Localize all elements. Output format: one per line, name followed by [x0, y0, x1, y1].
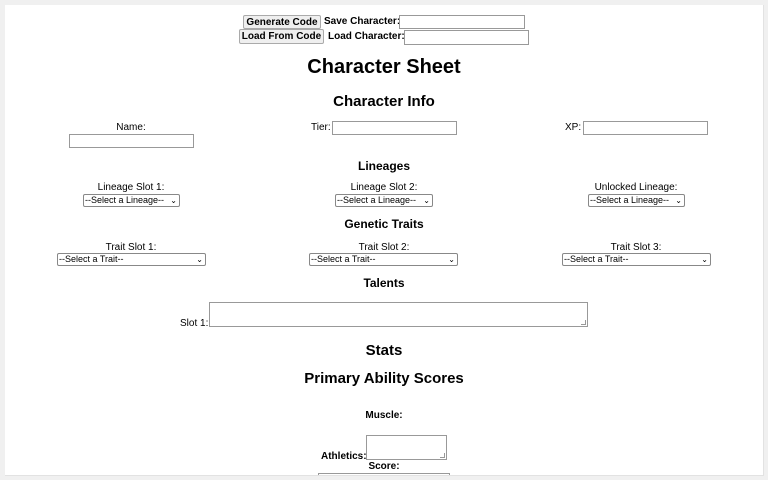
chevron-down-icon: ⌄ [170, 196, 177, 205]
athletics-label: Athletics: [321, 451, 367, 462]
stats-heading: Stats [365, 342, 403, 359]
xp-label: XP: [565, 122, 582, 133]
page-title: Character Sheet [307, 56, 461, 78]
trait-slot-2-select[interactable]: --Select a Trait-- ⌄ [309, 253, 458, 266]
name-label: Name: [116, 122, 146, 133]
lineage-slot-2-label: Lineage Slot 2: [350, 182, 418, 193]
load-from-code-button[interactable]: Load From Code [239, 29, 324, 44]
trait-slot-2-label: Trait Slot 2: [358, 242, 410, 253]
trait-slot-1-value: --Select a Trait-- [59, 254, 124, 264]
unlocked-lineage-select[interactable]: --Select a Lineage-- ⌄ [588, 194, 685, 207]
chevron-down-icon: ⌄ [448, 255, 455, 264]
unlocked-lineage-value: --Select a Lineage-- [590, 195, 670, 205]
talent-slot-1-label: Slot 1: [180, 318, 209, 329]
load-character-input[interactable] [404, 30, 529, 45]
trait-slot-1-label: Trait Slot 1: [105, 242, 157, 253]
muscle-label: Muscle: [365, 410, 403, 421]
unlocked-lineage-label: Unlocked Lineage: [594, 182, 678, 193]
name-input[interactable] [69, 134, 194, 148]
chevron-down-icon: ⌄ [196, 255, 203, 264]
character-info-heading: Character Info [333, 93, 435, 110]
save-character-label: Save Character: [324, 16, 401, 27]
genetic-traits-heading: Genetic Traits [344, 217, 424, 231]
primary-ability-scores-heading: Primary Ability Scores [304, 370, 464, 387]
talents-heading: Talents [363, 276, 405, 290]
chevron-down-icon: ⌄ [701, 255, 708, 264]
athletics-textarea[interactable] [366, 435, 447, 460]
score-label: Score: [368, 461, 400, 472]
trait-slot-3-select[interactable]: --Select a Trait-- ⌄ [562, 253, 711, 266]
generate-code-button[interactable]: Generate Code [243, 15, 321, 29]
tier-input[interactable] [332, 121, 457, 135]
lineage-slot-1-label: Lineage Slot 1: [97, 182, 165, 193]
trait-slot-2-value: --Select a Trait-- [311, 254, 376, 264]
tier-label: Tier: [311, 122, 331, 133]
lineage-slot-2-value: --Select a Lineage-- [337, 195, 417, 205]
trait-slot-1-select[interactable]: --Select a Trait-- ⌄ [57, 253, 206, 266]
character-sheet-page: Generate Code Save Character: Load From … [5, 5, 764, 476]
trait-slot-3-value: --Select a Trait-- [564, 254, 629, 264]
chevron-down-icon: ⌄ [675, 196, 682, 205]
save-character-input[interactable] [399, 15, 525, 29]
lineage-slot-1-select[interactable]: --Select a Lineage-- ⌄ [83, 194, 180, 207]
score-input[interactable] [318, 473, 450, 475]
lineage-slot-1-value: --Select a Lineage-- [85, 195, 165, 205]
xp-input[interactable] [583, 121, 708, 135]
trait-slot-3-label: Trait Slot 3: [610, 242, 662, 253]
load-character-label: Load Character: [328, 31, 405, 42]
chevron-down-icon: ⌄ [423, 196, 430, 205]
talent-slot-1-textarea[interactable] [209, 302, 588, 327]
lineage-slot-2-select[interactable]: --Select a Lineage-- ⌄ [335, 194, 433, 207]
lineages-heading: Lineages [357, 159, 411, 173]
